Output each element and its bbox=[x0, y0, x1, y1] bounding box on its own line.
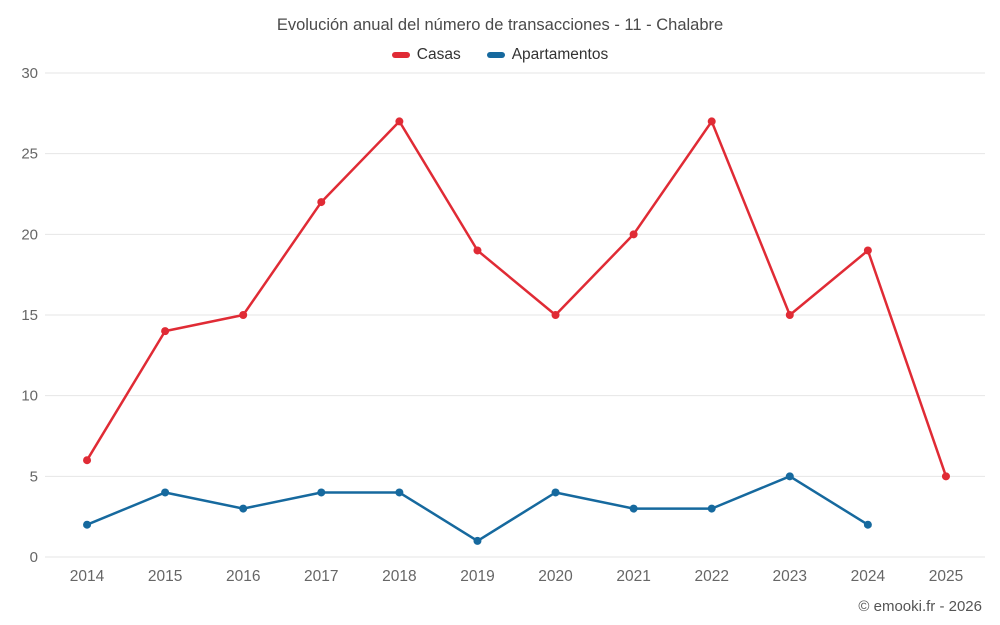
series-line-apartamentos bbox=[85, 475, 870, 543]
y-tick-label: 30 bbox=[21, 65, 38, 82]
data-point-apartamentos bbox=[629, 504, 638, 513]
y-tick-label: 15 bbox=[21, 307, 38, 324]
legend-label-apartamentos: Apartamentos bbox=[511, 46, 609, 63]
data-point-apartamentos bbox=[395, 488, 404, 497]
data-point-casas bbox=[83, 456, 92, 465]
data-point-apartamentos bbox=[161, 488, 170, 497]
data-point-casas bbox=[629, 230, 638, 239]
series-line-casas bbox=[85, 120, 948, 478]
y-tick-label: 5 bbox=[30, 468, 38, 485]
data-point-casas bbox=[785, 311, 794, 319]
x-tick-label: 2018 bbox=[382, 568, 416, 585]
legend-swatch-casas bbox=[391, 52, 410, 58]
data-point-apartamentos bbox=[785, 472, 794, 481]
data-point-apartamentos bbox=[473, 536, 482, 545]
data-point-apartamentos bbox=[707, 504, 716, 513]
legend-swatch-apartamentos bbox=[486, 52, 505, 58]
x-tick-label: 2014 bbox=[70, 568, 105, 585]
x-tick-label: 2023 bbox=[773, 568, 807, 585]
y-tick-label: 10 bbox=[21, 388, 38, 405]
x-tick-label: 2017 bbox=[304, 568, 338, 585]
x-tick-label: 2015 bbox=[148, 568, 182, 585]
x-tick-label: 2022 bbox=[694, 568, 728, 585]
legend-label-casas: Casas bbox=[416, 46, 461, 63]
data-point-casas bbox=[551, 311, 560, 319]
data-point-casas bbox=[317, 198, 326, 207]
data-point-apartamentos bbox=[83, 520, 92, 529]
data-point-casas bbox=[941, 472, 950, 481]
chart-title: Evolución anual del número de transaccio… bbox=[276, 16, 724, 34]
watermark: © emooki.fr - 2026 bbox=[858, 598, 982, 615]
x-tick-label: 2025 bbox=[929, 568, 963, 585]
x-tick-label: 2021 bbox=[616, 568, 650, 585]
x-tick-label: 2016 bbox=[226, 568, 260, 585]
data-point-apartamentos bbox=[863, 520, 872, 529]
data-point-apartamentos bbox=[551, 488, 560, 497]
y-tick-label: 20 bbox=[21, 226, 38, 243]
data-point-apartamentos bbox=[239, 504, 248, 513]
legend-item-casas[interactable]: Casas bbox=[391, 46, 461, 64]
data-point-casas bbox=[473, 246, 482, 255]
data-point-casas bbox=[395, 117, 404, 126]
y-tick-label: 25 bbox=[21, 146, 38, 163]
x-tick-label: 2020 bbox=[538, 568, 573, 585]
x-tick-label: 2024 bbox=[851, 568, 886, 585]
data-point-casas bbox=[863, 246, 872, 255]
legend-item-apartamentos[interactable]: Apartamentos bbox=[486, 46, 609, 64]
data-point-apartamentos bbox=[317, 488, 326, 497]
data-point-casas bbox=[707, 117, 716, 126]
y-tick-label: 0 bbox=[30, 549, 38, 566]
data-point-casas bbox=[239, 311, 248, 319]
data-point-casas bbox=[161, 327, 170, 336]
chart-legend: Casas Apartamentos bbox=[0, 46, 1000, 64]
x-tick-label: 2019 bbox=[460, 568, 494, 585]
